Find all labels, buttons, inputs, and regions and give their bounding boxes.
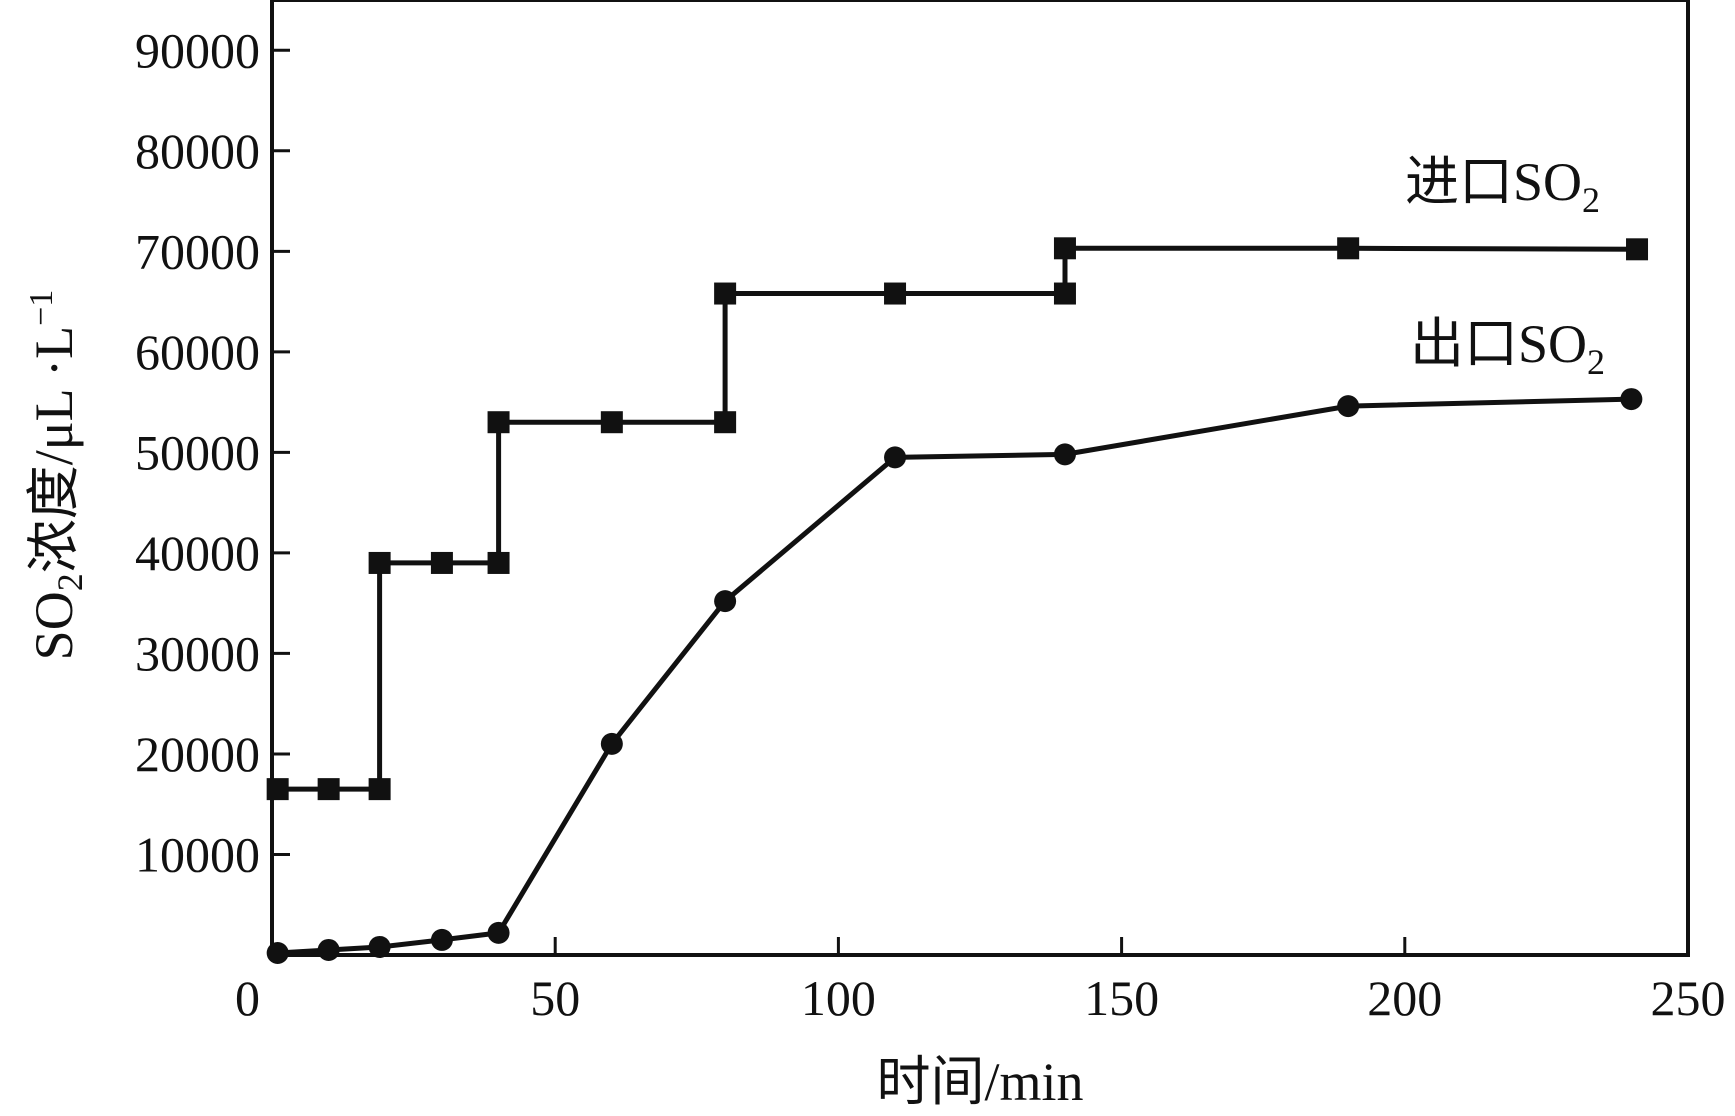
- y-axis-title-prefix: SO: [24, 591, 84, 660]
- x-tick-label: 150: [1084, 970, 1159, 1026]
- series-label-inlet: 进口SO2: [1405, 152, 1600, 220]
- square-marker: [487, 411, 510, 434]
- circle-marker: [1337, 395, 1360, 418]
- square-marker: [368, 778, 391, 801]
- circle-marker: [600, 732, 623, 755]
- circle-marker: [487, 921, 510, 944]
- y-axis-title-superscript: −1: [23, 290, 60, 326]
- square-marker: [1626, 238, 1649, 261]
- y-tick-label: 20000: [135, 726, 260, 782]
- y-axis-ticks: 10000 20000 30000 40000 50000 60000 70000 80000…: [135, 22, 290, 882]
- square-marker: [1053, 282, 1076, 305]
- circle-marker: [884, 446, 907, 469]
- y-tick-label: 40000: [135, 525, 260, 581]
- circle-marker: [430, 928, 453, 951]
- circle-marker: [1053, 443, 1076, 466]
- series-line-outlet: [277, 396, 1632, 956]
- square-marker: [600, 411, 623, 434]
- square-marker: [1053, 237, 1076, 260]
- series-label-outlet: 出口SO2: [1410, 314, 1605, 382]
- circle-marker: [317, 938, 340, 961]
- square-marker: [430, 551, 453, 574]
- series-label-outlet-main: 出口SO: [1410, 314, 1587, 374]
- square-marker: [487, 551, 510, 574]
- series-label-inlet-sub: 2: [1582, 180, 1600, 220]
- y-axis-title: SO2浓度/μL ·L−1: [23, 290, 90, 661]
- x-tick-label: 0: [235, 970, 260, 1026]
- square-marker: [1337, 237, 1360, 260]
- x-tick-label: 100: [801, 970, 876, 1026]
- square-marker: [884, 282, 907, 305]
- series-label-inlet-main: 进口SO: [1405, 152, 1582, 212]
- square-marker: [368, 551, 391, 574]
- plot-frame: [270, 0, 1690, 957]
- circle-marker: [266, 941, 289, 964]
- x-axis-ticks: 0 50 100 150 200 250: [235, 937, 1726, 1026]
- circle-marker: [714, 590, 737, 613]
- y-tick-label: 80000: [135, 123, 260, 179]
- square-marker: [317, 778, 340, 801]
- circle-marker: [1620, 388, 1643, 411]
- square-marker: [266, 778, 289, 801]
- y-tick-label: 50000: [135, 424, 260, 480]
- x-tick-label: 200: [1367, 970, 1442, 1026]
- y-tick-label: 90000: [135, 22, 260, 78]
- y-tick-label: 30000: [135, 625, 260, 681]
- y-tick-label: 10000: [135, 826, 260, 882]
- square-marker: [714, 411, 737, 434]
- x-tick-label: 250: [1651, 970, 1726, 1026]
- x-axis-title: 时间/min: [876, 1052, 1083, 1112]
- series-label-outlet-sub: 2: [1587, 342, 1605, 382]
- y-axis-title-subscript: 2: [50, 573, 90, 591]
- series-markers: [266, 237, 1649, 964]
- circle-marker: [368, 935, 391, 958]
- y-tick-label: 60000: [135, 324, 260, 380]
- square-marker: [714, 282, 737, 305]
- x-tick-label: 50: [530, 970, 580, 1026]
- y-tick-label: 70000: [135, 223, 260, 279]
- y-axis-title-middle: 浓度/μL ·L: [24, 326, 84, 573]
